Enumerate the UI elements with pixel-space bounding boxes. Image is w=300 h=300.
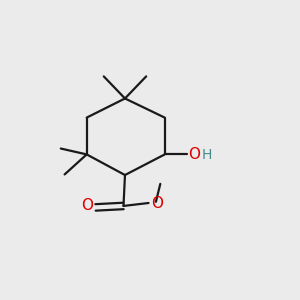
Text: O: O — [188, 147, 200, 162]
Text: O: O — [81, 198, 93, 213]
Text: O: O — [151, 196, 163, 211]
Text: H: H — [202, 148, 212, 162]
